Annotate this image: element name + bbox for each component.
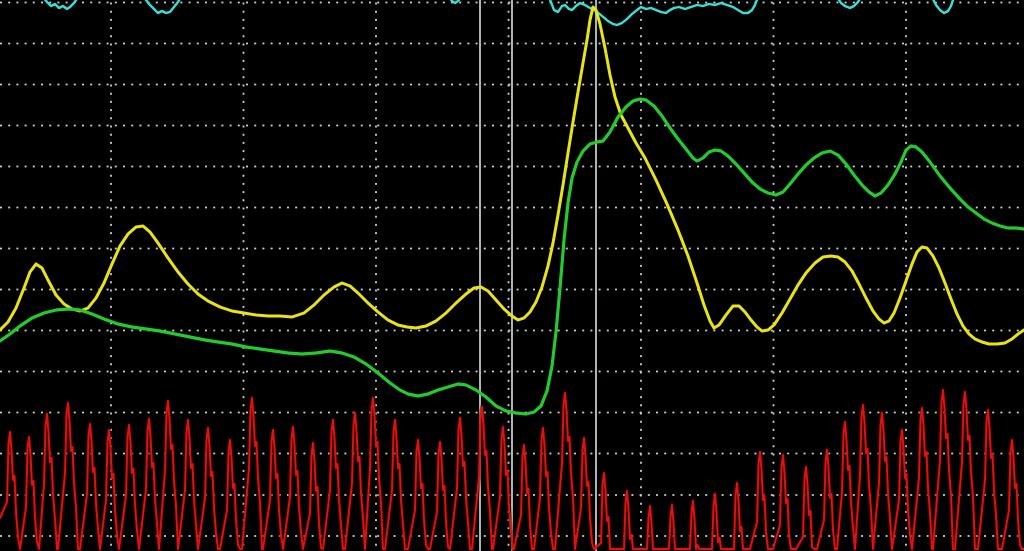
yellow-trace [0, 5, 1024, 346]
red-trace [0, 389, 1024, 550]
green-trace [0, 97, 1024, 416]
cyan-trace [43, 0, 955, 27]
